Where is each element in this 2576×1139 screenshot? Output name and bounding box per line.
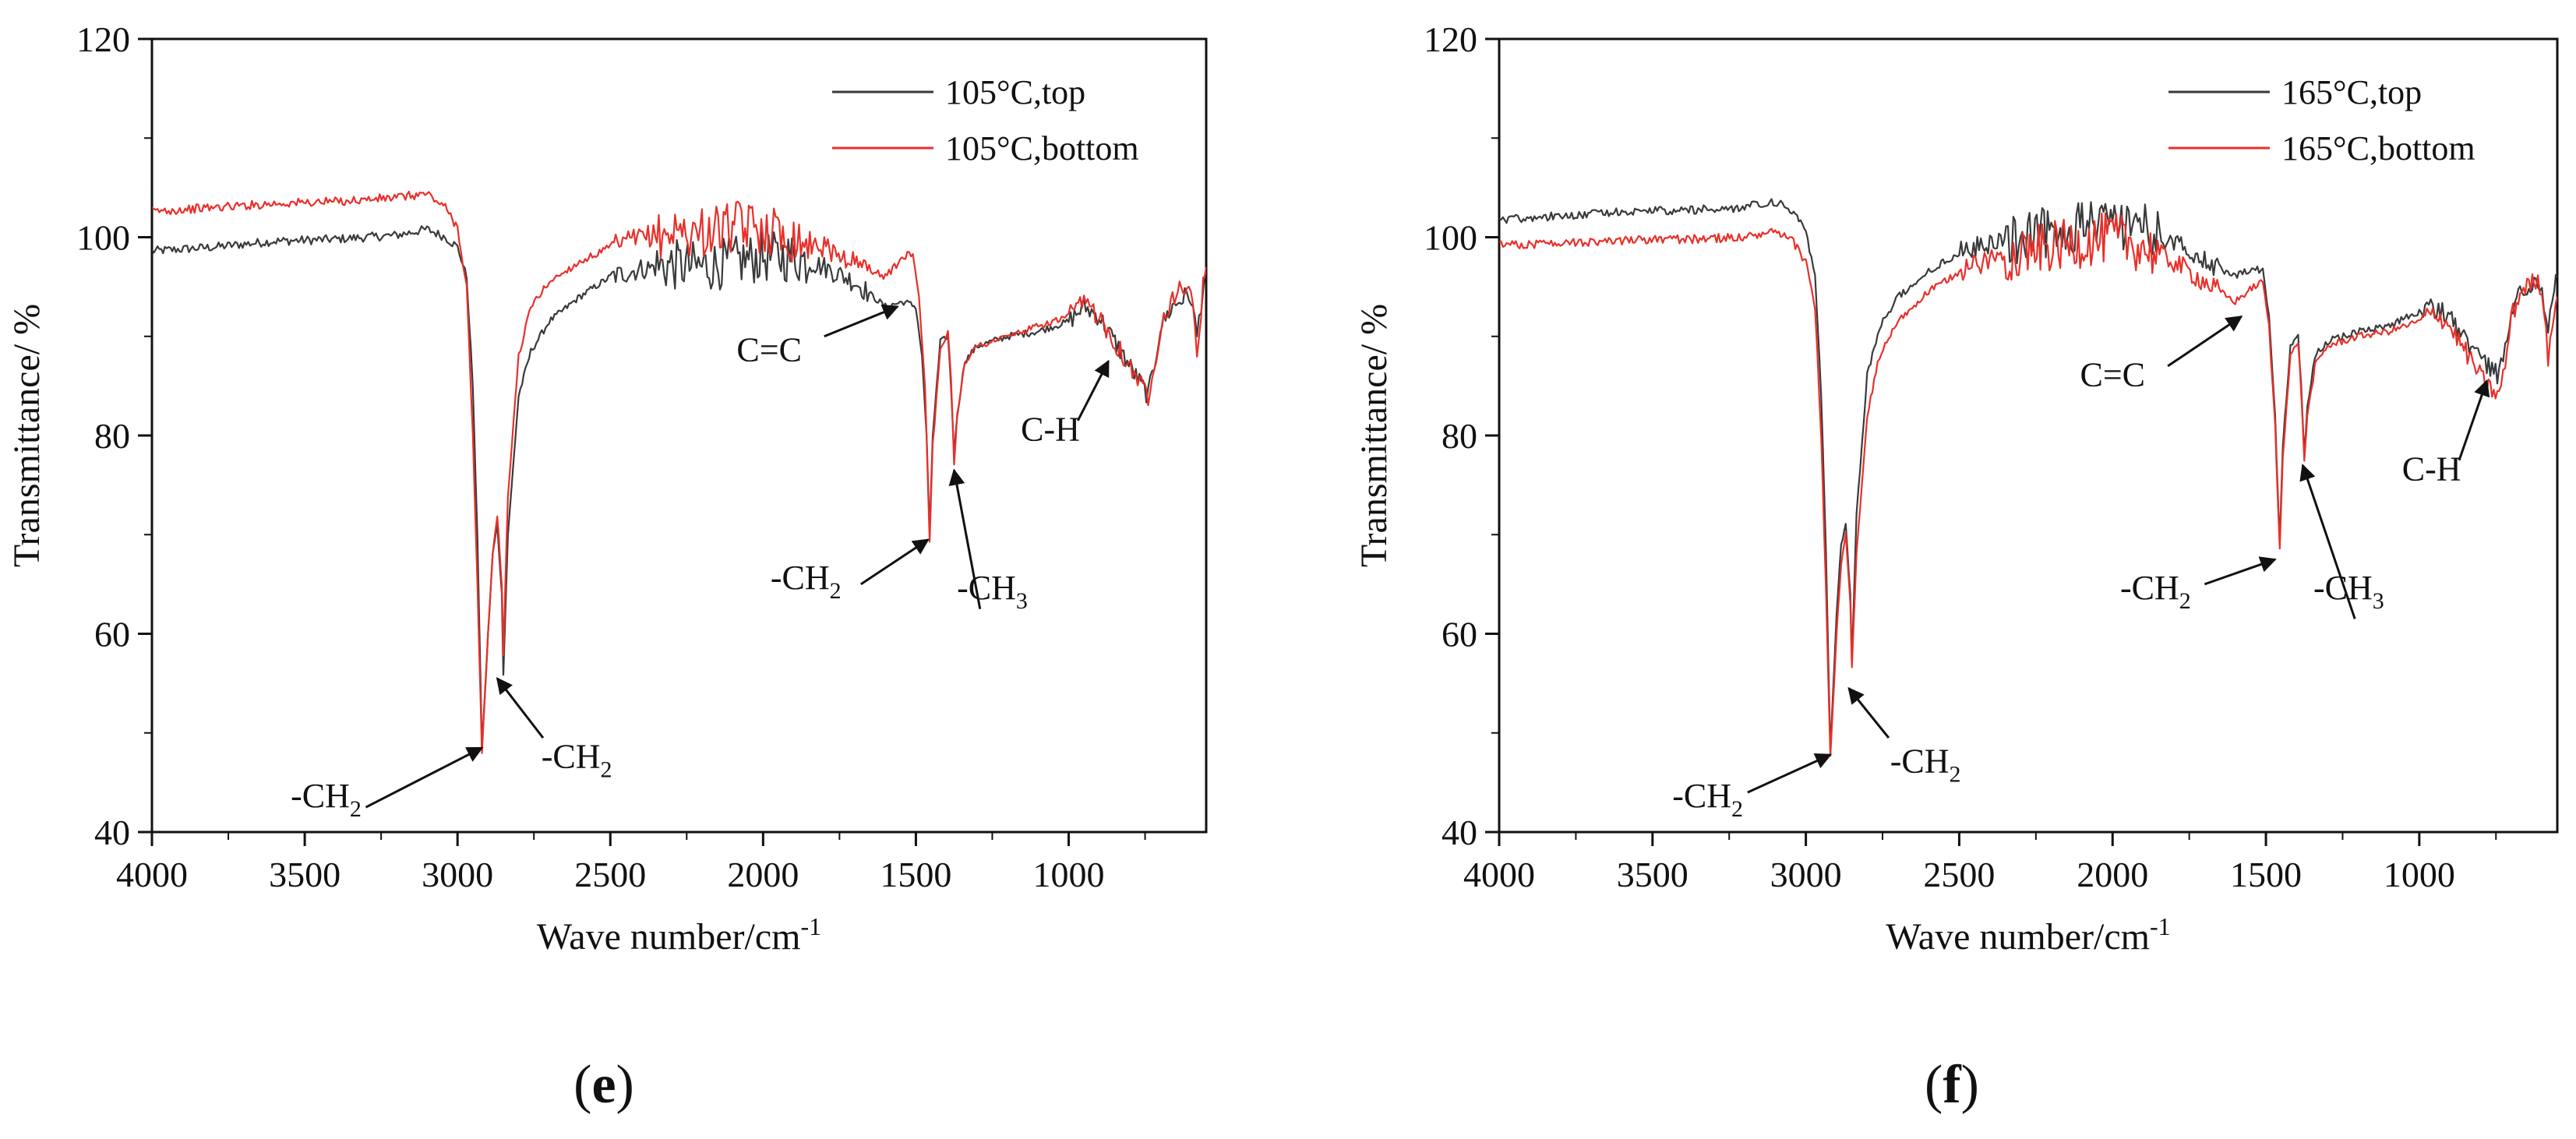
y-tick-label: 60 (1442, 615, 1477, 654)
series-line-top (1499, 198, 2557, 753)
chart-panel-e: 4000 3500 3000 2500 2000 1500 1000 40 60 80 100 120… (6, 19, 1208, 1115)
annotation-subscript: 2 (601, 756, 612, 782)
annotation-label: C-H (1021, 410, 1080, 448)
panel-letter: e (591, 1055, 616, 1115)
x-tick-label: 2500 (1923, 855, 1995, 894)
panel-label: (f) (1925, 1055, 1979, 1115)
annotation-arrow (2299, 464, 2356, 619)
y-axis-title: Transmittance/ % (1353, 304, 1395, 567)
x-tick-label: 1500 (880, 855, 951, 894)
y-tick-label: 120 (1424, 19, 1477, 59)
annotation-subscript: 3 (1016, 588, 1028, 614)
y-tick-label: 80 (94, 416, 130, 456)
annotation-arrow (496, 677, 545, 739)
series-line-bottom (152, 190, 1206, 754)
y-tick-label: 40 (94, 813, 130, 852)
annotation-arrow (365, 746, 484, 809)
x-tick-label: 2500 (574, 855, 646, 894)
x-tick-label: 1500 (2230, 855, 2302, 894)
panel-label: (e) (573, 1055, 634, 1115)
panel-letter: f (1943, 1055, 1961, 1115)
annotation-label: C-H (2402, 450, 2461, 488)
annotation-arrow (1847, 686, 1890, 739)
y-tick-label: 80 (1442, 416, 1477, 456)
x-tick-label: 2000 (727, 855, 799, 894)
annotation-subscript: 3 (2373, 588, 2384, 614)
x-tick-label: 1000 (2384, 855, 2455, 894)
chart-panel-f: 4000 3500 3000 2500 2000 1500 1000 40 60 80 100 120… (1353, 19, 2559, 1115)
annotation-label: -CH3 (957, 569, 1028, 614)
legend-label: 165°C,top (2281, 73, 2422, 111)
x-axis-title: Wave number/cm-1 (1886, 912, 2170, 957)
legend-label: 105°C,top (945, 73, 1085, 111)
x-axis-title: Wave number/cm-1 (537, 912, 821, 957)
series-group (1499, 198, 2557, 757)
x-axis-title-superscript: -1 (2150, 912, 2171, 940)
x-tick-label: 3500 (1617, 855, 1689, 894)
annotation-label: -CH2 (542, 737, 612, 782)
annotation-arrow (2167, 316, 2243, 368)
annotation-arrow (1747, 753, 1833, 794)
annotation-subscript: 2 (830, 578, 842, 604)
annotation-label: C=C (736, 331, 802, 369)
annotation-label: -CH2 (1890, 742, 1961, 788)
annotation-label: C=C (2080, 355, 2145, 393)
annotation-label: -CH2 (291, 777, 362, 822)
y-axis-title: Transmittance/ % (6, 304, 48, 567)
annotation-arrow (824, 304, 899, 338)
annotation-label: -CH2 (1672, 777, 1743, 822)
annotation-label: -CH2 (771, 559, 842, 604)
y-tick-label: 60 (94, 615, 130, 654)
annotation-arrow (860, 538, 930, 586)
annotation-label: -CH3 (2313, 569, 2384, 614)
y-tick-label: 40 (1442, 813, 1477, 852)
annotation-arrow (1076, 359, 1110, 421)
series-group (152, 190, 1206, 754)
legend-label: 165°C,bottom (2281, 129, 2475, 168)
x-tick-label: 3000 (422, 855, 493, 894)
x-tick-label: 3500 (269, 855, 341, 894)
annotation-subscript: 2 (2179, 588, 2191, 614)
y-tick-label: 100 (1424, 218, 1477, 258)
annotation-subscript: 2 (350, 796, 362, 822)
annotation-arrow (2204, 556, 2277, 586)
x-tick-label: 2000 (2077, 855, 2148, 894)
legend-label: 105°C,bottom (945, 129, 1139, 168)
annotation-label: -CH2 (2120, 569, 2191, 614)
y-tick-label: 120 (76, 19, 130, 59)
annotation-subscript: 2 (1950, 762, 1961, 788)
annotation-arrow (2458, 379, 2490, 461)
y-tick-label: 100 (76, 218, 130, 258)
annotation-subscript: 2 (1731, 796, 1743, 822)
x-tick-label: 1000 (1033, 855, 1105, 894)
annotation-arrow (948, 468, 982, 609)
x-tick-label: 3000 (1770, 855, 1842, 894)
series-line-top (152, 225, 1206, 750)
x-axis-title-superscript: -1 (801, 912, 822, 940)
x-tick-label: 4000 (116, 855, 188, 894)
x-tick-label: 4000 (1463, 855, 1535, 894)
series-line-bottom (1499, 212, 2557, 757)
